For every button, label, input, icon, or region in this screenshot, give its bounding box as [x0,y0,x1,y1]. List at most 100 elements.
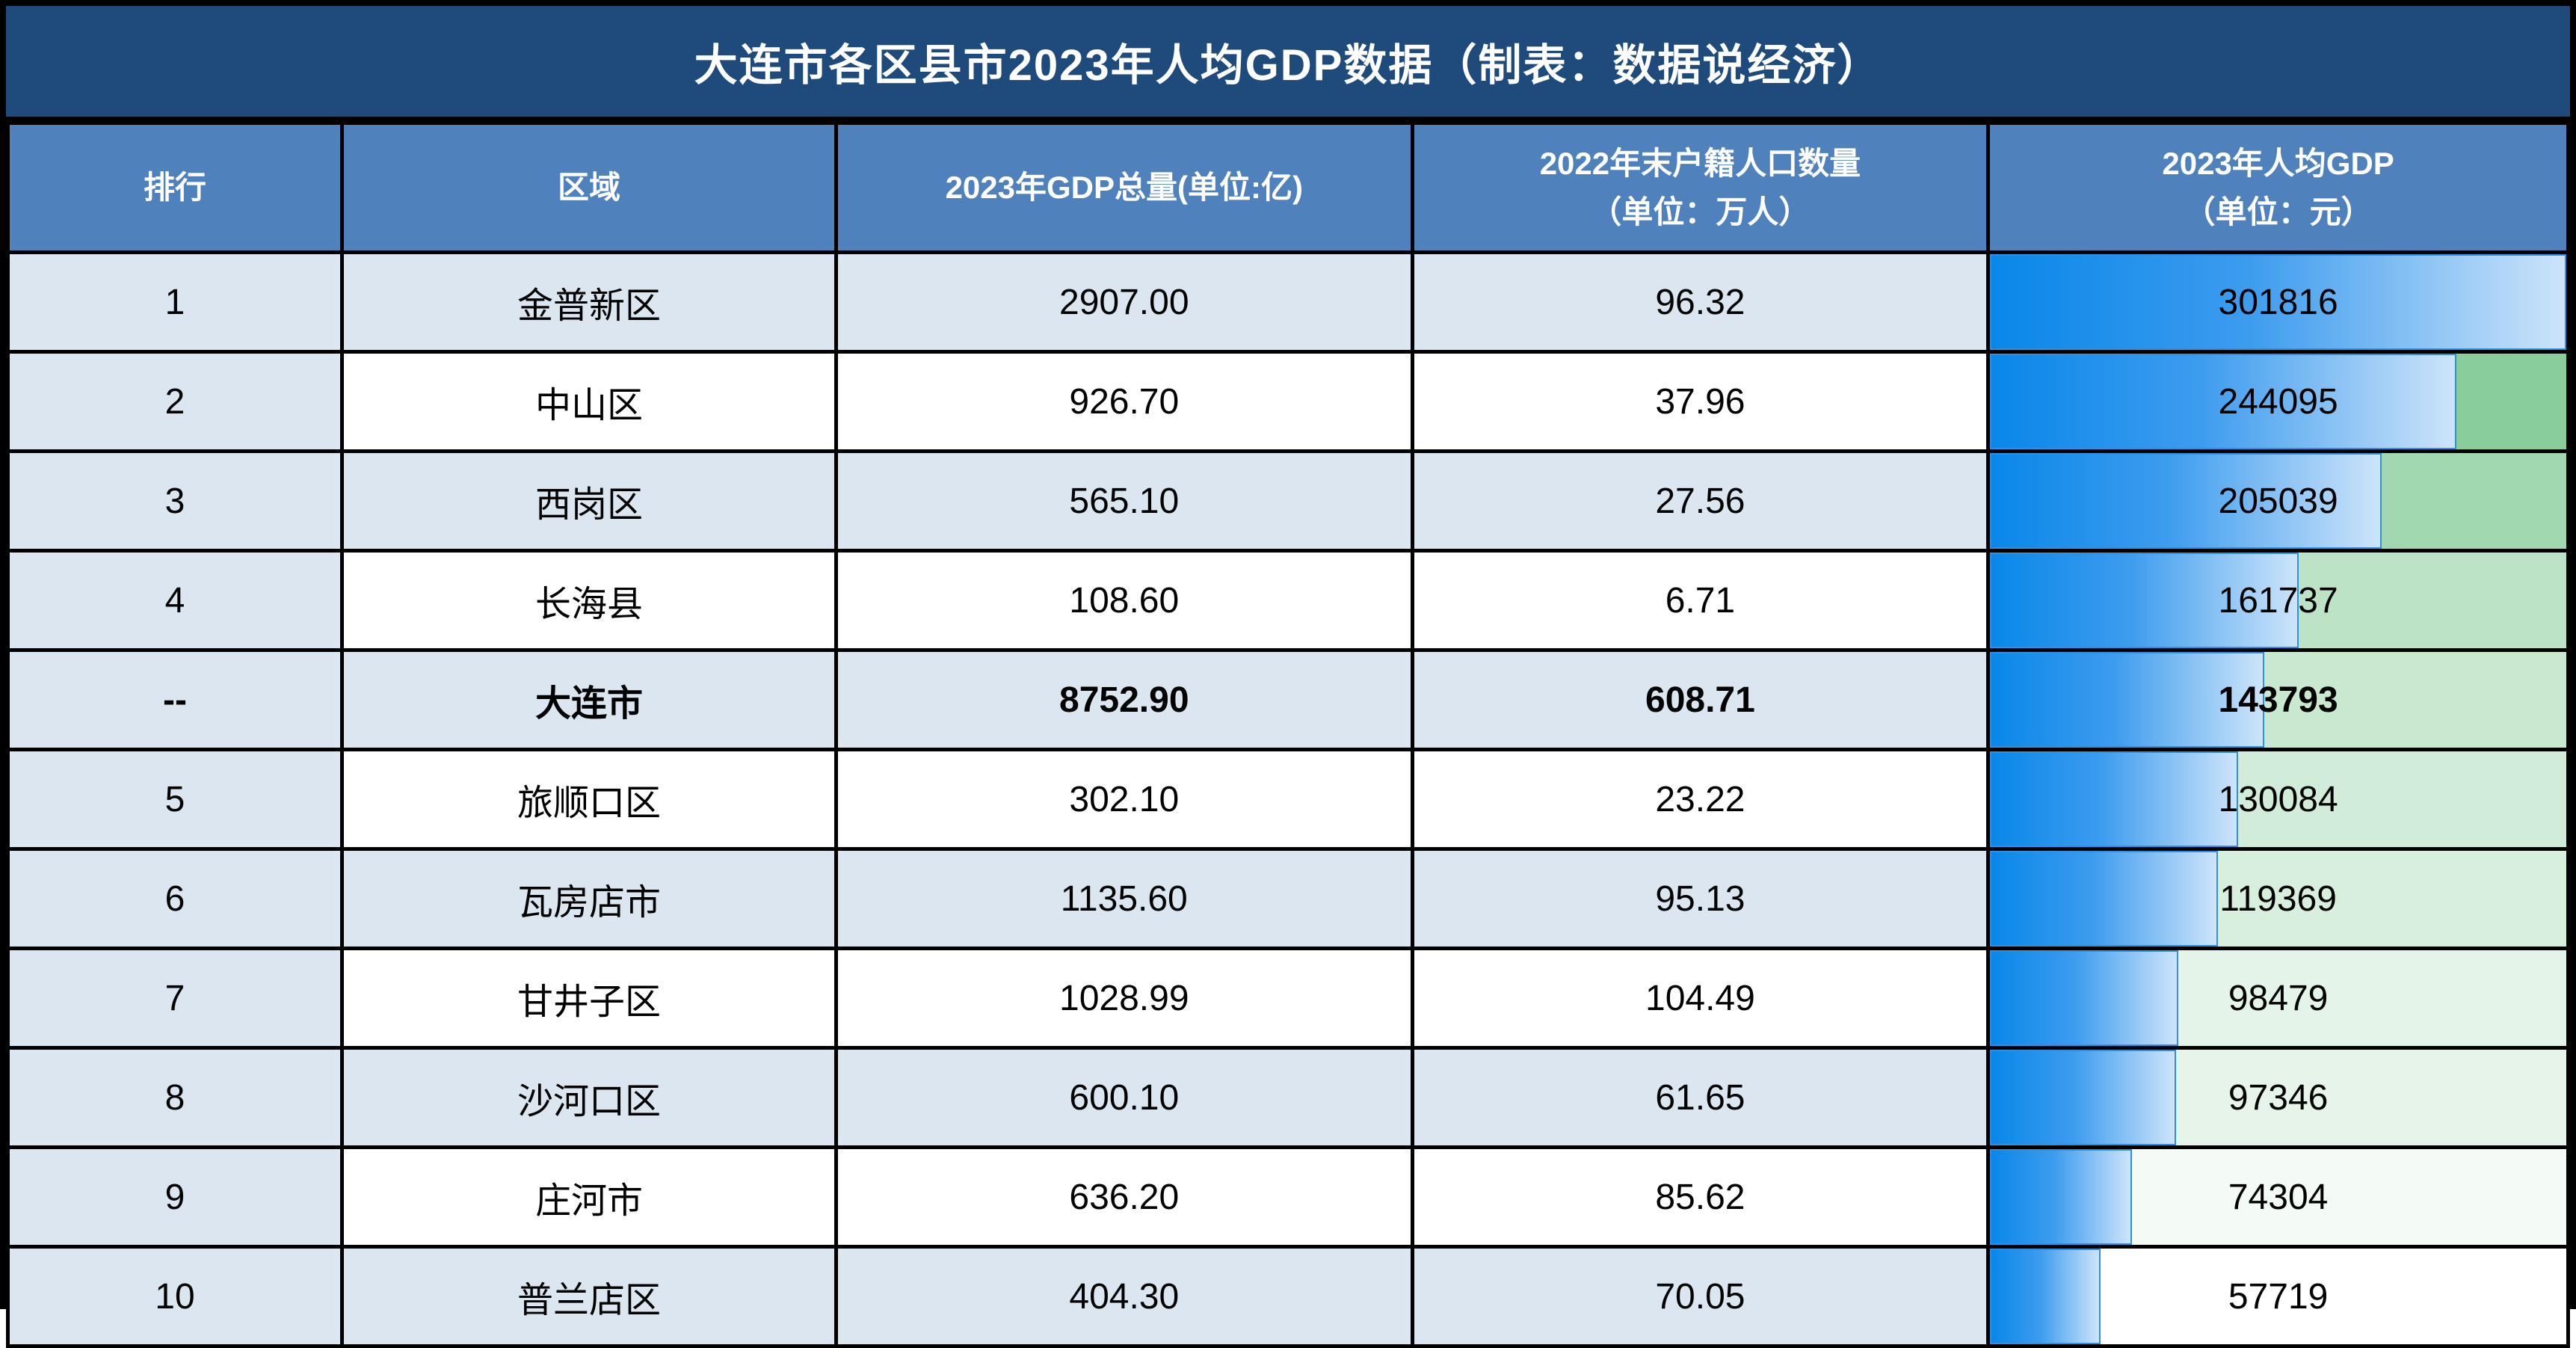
rank-cell: 3 [6,449,344,553]
region-cell: 甘井子区 [339,947,838,1050]
population-cell: 85.62 [1410,1145,1991,1249]
header-region: 区域 [339,121,838,254]
rank-cell: 4 [6,549,344,652]
population-cell: 37.96 [1410,350,1991,453]
population-cell: 27.56 [1410,449,1991,553]
gdp-total-cell: 8752.90 [833,648,1414,751]
data-bar [1991,852,2219,945]
population-cell: 23.22 [1410,748,1991,851]
table-row: -- 大连市 8752.90 608.71 143793 [6,648,2570,751]
gdp-per-capita-cell: 98479 [1986,947,2570,1050]
table-row: 8 沙河口区 600.10 61.65 97346 [6,1046,2570,1149]
gdp-total-cell: 1028.99 [833,947,1414,1050]
rank-cell: 1 [6,250,344,354]
header-population-line2: （单位：万人） [1590,194,1811,230]
table-row: 4 长海县 108.60 6.71 161737 [6,549,2570,652]
table-row: 7 甘井子区 1028.99 104.49 98479 [6,947,2570,1050]
rank-cell: -- [6,648,344,751]
data-bar [1991,1051,2176,1144]
rank-cell: 7 [6,947,344,1050]
gdp-per-capita-cell: 161737 [1986,549,2570,652]
gdp-per-capita-cell: 119369 [1986,847,2570,950]
population-cell: 70.05 [1410,1245,1991,1348]
rank-cell: 8 [6,1046,344,1149]
gdp-per-capita-value: 161737 [2218,580,2338,621]
population-cell: 95.13 [1410,847,1991,950]
population-cell: 608.71 [1410,648,1991,751]
table-row: 3 西岗区 565.10 27.56 205039 [6,449,2570,553]
rank-cell: 10 [6,1245,344,1348]
header-gdp-total: 2023年GDP总量(单位:亿) [833,121,1414,254]
data-bar [1991,355,2456,448]
population-cell: 104.49 [1410,947,1991,1050]
table-row: 2 中山区 926.70 37.96 244095 [6,350,2570,453]
table-row: 5 旅顺口区 302.10 23.22 130084 [6,748,2570,851]
region-cell: 沙河口区 [339,1046,838,1149]
data-bar [1991,952,2178,1044]
gdp-per-capita-value: 57719 [2228,1276,2329,1317]
region-cell: 中山区 [339,350,838,453]
gdp-per-capita-value: 119369 [2219,878,2337,919]
region-cell: 瓦房店市 [339,847,838,950]
population-cell: 6.71 [1410,549,1991,652]
table-row: 9 庄河市 636.20 85.62 74304 [6,1145,2570,1249]
gdp-total-cell: 600.10 [833,1046,1414,1149]
rank-cell: 6 [6,847,344,950]
population-cell: 96.32 [1410,250,1991,354]
gdp-per-capita-cell: 205039 [1986,449,2570,553]
data-bar [1991,653,2265,746]
region-cell: 庄河市 [339,1145,838,1249]
gdp-per-capita-value: 301816 [2218,282,2338,322]
rank-cell: 9 [6,1145,344,1249]
gdp-per-capita-value: 244095 [2218,381,2338,422]
table-row: 10 普兰店区 404.30 70.05 57719 [6,1245,2570,1348]
data-bar [1991,256,2565,348]
rank-cell: 2 [6,350,344,453]
region-cell: 普兰店区 [339,1245,838,1348]
gdp-total-cell: 2907.00 [833,250,1414,354]
gdp-total-cell: 1135.60 [833,847,1414,950]
gdp-total-cell: 302.10 [833,748,1414,851]
header-row: 排行 区域 2023年GDP总量(单位:亿) 2022年末户籍人口数量 （单位：… [6,121,2570,254]
header-gdp-per-capita-line2: （单位：元） [2184,194,2373,230]
gdp-total-cell: 108.60 [833,549,1414,652]
gdp-total-cell: 404.30 [833,1245,1414,1348]
population-cell: 61.65 [1410,1046,1991,1149]
header-gdp-per-capita: 2023年人均GDP （单位：元） [1986,121,2570,254]
gdp-per-capita-cell: 301816 [1986,250,2570,354]
rank-cell: 5 [6,748,344,851]
page-title: 大连市各区县市2023年人均GDP数据（制表：数据说经济） [6,6,2570,121]
gdp-per-capita-cell: 57719 [1986,1245,2570,1348]
gdp-total-cell: 565.10 [833,449,1414,553]
data-bar [1991,455,2382,547]
gdp-per-capita-value: 74304 [2228,1177,2329,1217]
gdp-per-capita-cell: 143793 [1986,648,2570,751]
region-cell: 旅顺口区 [339,748,838,851]
table-row: 6 瓦房店市 1135.60 95.13 119369 [6,847,2570,950]
gdp-per-capita-value: 143793 [2218,680,2338,720]
gdp-per-capita-cell: 74304 [1986,1145,2570,1249]
gdp-per-capita-cell: 244095 [1986,350,2570,453]
region-cell: 西岗区 [339,449,838,553]
header-population: 2022年末户籍人口数量 （单位：万人） [1410,121,1991,254]
gdp-per-capita-value: 130084 [2218,779,2338,819]
header-population-line1: 2022年末户籍人口数量 [1539,145,1861,181]
gdp-per-capita-cell: 130084 [1986,748,2570,851]
gdp-total-cell: 926.70 [833,350,1414,453]
gdp-total-cell: 636.20 [833,1145,1414,1249]
region-cell: 长海县 [339,549,838,652]
gdp-per-capita-value: 98479 [2228,978,2329,1018]
gdp-per-capita-cell: 97346 [1986,1046,2570,1149]
header-gdp-per-capita-line1: 2023年人均GDP [2162,145,2394,181]
gdp-data-table: 排行 区域 2023年GDP总量(单位:亿) 2022年末户籍人口数量 （单位：… [6,121,2570,1348]
region-cell: 金普新区 [339,250,838,354]
gdp-per-capita-value: 97346 [2228,1077,2329,1118]
data-bar [1991,554,2299,647]
table-row: 1 金普新区 2907.00 96.32 301816 [6,250,2570,354]
data-bar [1991,753,2239,846]
gdp-per-capita-value: 205039 [2218,481,2338,521]
data-bar [1991,1151,2132,1243]
region-cell: 大连市 [339,648,838,751]
data-bar [1991,1250,2101,1343]
